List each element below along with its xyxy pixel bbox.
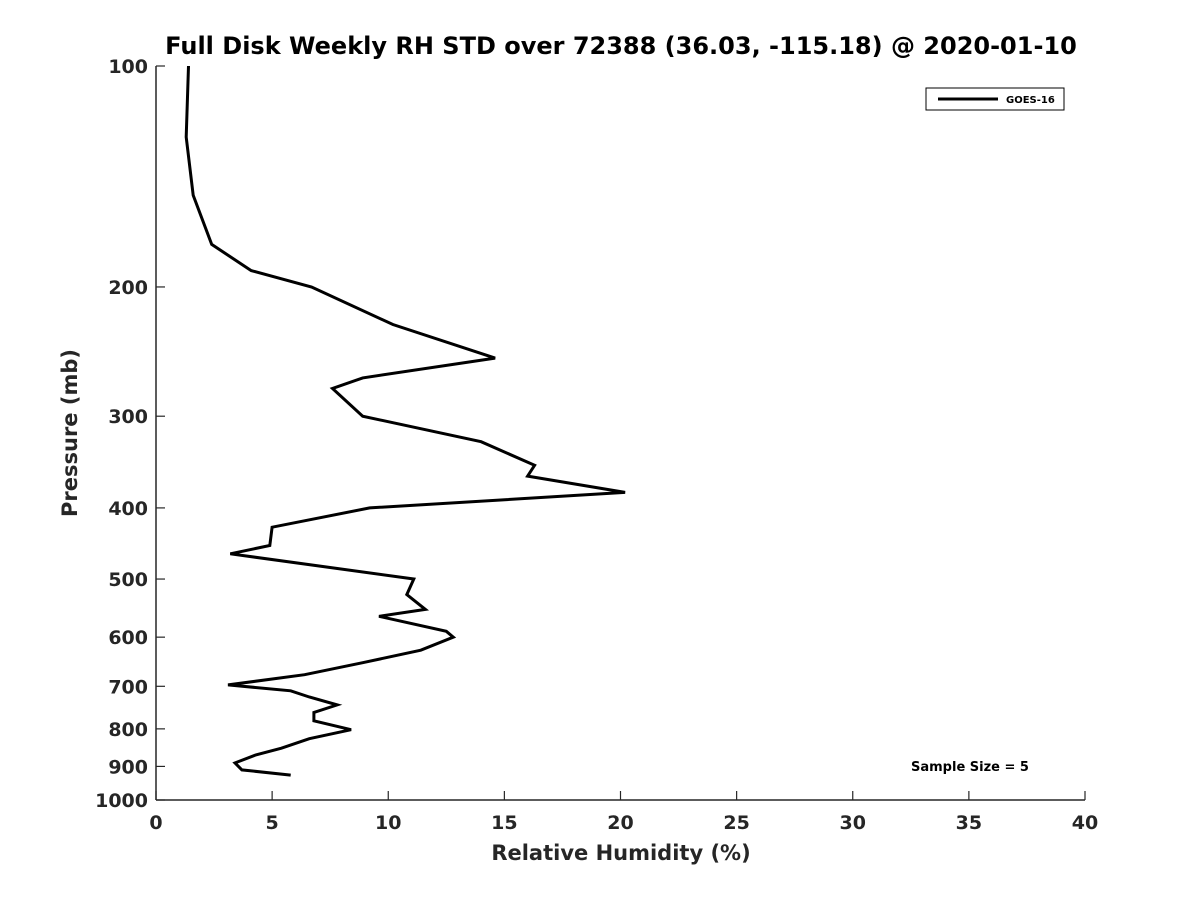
y-tick-label-700: 700 xyxy=(108,676,148,698)
x-tick-label-30: 30 xyxy=(840,812,866,834)
y-tick-label-800: 800 xyxy=(108,719,148,741)
y-tick-label-300: 300 xyxy=(108,406,148,428)
x-tick-label-35: 35 xyxy=(956,812,982,834)
x-tick-label-10: 10 xyxy=(375,812,401,834)
y-tick-label-1000: 1000 xyxy=(95,790,148,812)
x-tick-label-15: 15 xyxy=(491,812,517,834)
legend-label-goes-16: GOES-16 xyxy=(1006,95,1055,106)
x-tick-label-40: 40 xyxy=(1072,812,1098,834)
x-tick-label-25: 25 xyxy=(723,812,749,834)
y-tick-label-200: 200 xyxy=(108,277,148,299)
sample-size-annotation: Sample Size = 5 xyxy=(911,760,1029,775)
series-layer xyxy=(184,65,626,777)
y-tick-label-400: 400 xyxy=(108,498,148,520)
y-tick-label-100: 100 xyxy=(108,56,148,78)
x-tick-label-5: 5 xyxy=(266,812,279,834)
legend: GOES-16 xyxy=(925,87,1065,111)
y-tick-label-600: 600 xyxy=(108,627,148,649)
series-line-goes-16 xyxy=(184,65,626,777)
x-tick-label-0: 0 xyxy=(149,812,162,834)
x-tick-label-20: 20 xyxy=(607,812,633,834)
y-tick-label-900: 900 xyxy=(108,756,148,778)
y-axis-label: Pressure (mb) xyxy=(58,349,82,517)
y-tick-label-500: 500 xyxy=(108,569,148,591)
chart-title: Full Disk Weekly RH STD over 72388 (36.0… xyxy=(165,32,1077,60)
x-axis-ticks: 0 5 10 15 20 25 30 35 40 xyxy=(149,791,1098,834)
y-axis-ticks: 100 200 300 400 500 600 700 800 900 1000 xyxy=(95,56,165,812)
axes xyxy=(155,66,1085,801)
x-axis-label: Relative Humidity (%) xyxy=(491,841,750,865)
